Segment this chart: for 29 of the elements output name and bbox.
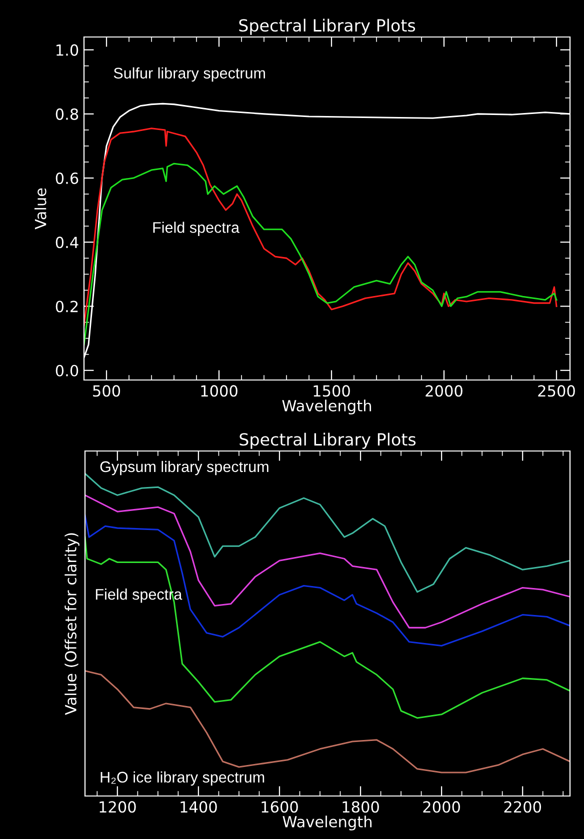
x-tick-label: 1200: [100, 801, 136, 813]
x-tick-label: 1500: [314, 385, 350, 397]
annotation: Field spectra: [153, 222, 240, 236]
x-tick-label: 1800: [342, 801, 379, 813]
y-tick-label: 0.4: [56, 236, 78, 248]
y-tick-label: 0.2: [56, 300, 78, 312]
x-tick-label: 1600: [262, 801, 298, 813]
y-tick-label: 0.6: [56, 172, 78, 184]
text: Sulfur library spectrum: [114, 67, 265, 82]
chart-title: Spectral Library Plots: [240, 432, 416, 449]
x-tick-label: 2000: [426, 385, 462, 397]
x-tick-label: 2200: [504, 801, 542, 813]
y-axis-title: Value: [34, 188, 46, 230]
line-series: [84, 128, 558, 326]
x-tick-label: 500: [93, 385, 120, 397]
x-axis-title: Wavelength: [282, 400, 372, 414]
x-tick-label: 2500: [538, 385, 575, 397]
series-label: H₂O ice library spectrum: [100, 771, 264, 786]
y-axis-title: Value (Offset for clarity): [64, 533, 80, 715]
x-tick-label: 1000: [201, 385, 238, 397]
x-axis-title: Wavelength: [282, 816, 372, 830]
y-tick-label: 0.8: [56, 108, 78, 120]
y-tick-label: 0.0: [56, 364, 78, 376]
y-tick-label: 1.0: [56, 44, 78, 56]
series-label: Gypsum library spectrum: [100, 460, 268, 476]
x-tick-label: 2000: [423, 801, 460, 813]
x-tick-label: 1400: [180, 801, 217, 813]
chart-title: Spectral Library Plots: [239, 18, 416, 35]
line-series: [84, 162, 558, 346]
